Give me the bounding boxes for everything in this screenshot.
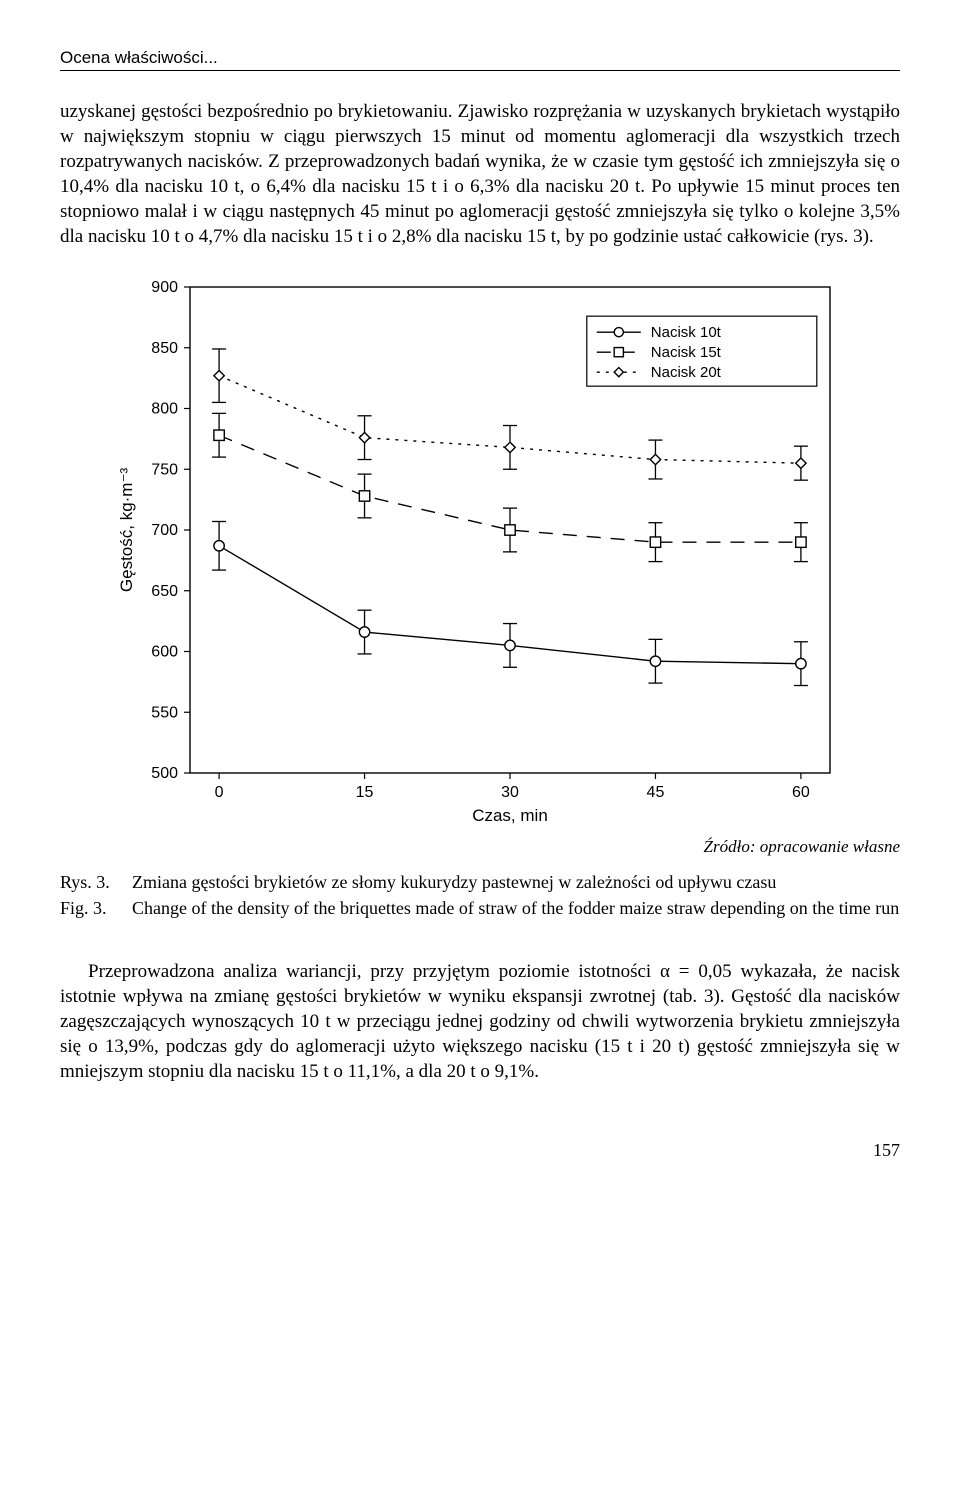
running-head: Ocena właściwości...	[60, 48, 900, 68]
caption-pl-label: Rys. 3.	[60, 871, 132, 895]
caption-en: Fig. 3. Change of the density of the bri…	[60, 897, 900, 921]
svg-text:500: 500	[151, 765, 178, 782]
caption-pl-text: Zmiana gęstości brykietów ze słomy kukur…	[132, 871, 900, 895]
svg-text:700: 700	[151, 522, 178, 539]
svg-text:Nacisk 10t: Nacisk 10t	[651, 325, 722, 342]
paragraph-2: Przeprowadzona analiza wariancji, przy p…	[60, 959, 900, 1084]
svg-text:Gęstość, kg·m⁻³: Gęstość, kg·m⁻³	[117, 468, 136, 593]
svg-text:15: 15	[356, 784, 374, 801]
svg-text:Nacisk 20t: Nacisk 20t	[651, 365, 722, 382]
svg-text:750: 750	[151, 462, 178, 479]
svg-text:45: 45	[647, 784, 665, 801]
caption-en-text: Change of the density of the briquettes …	[132, 897, 900, 921]
svg-text:Nacisk 15t: Nacisk 15t	[651, 345, 722, 362]
svg-text:650: 650	[151, 583, 178, 600]
svg-text:Czas, min: Czas, min	[472, 806, 548, 825]
svg-text:60: 60	[792, 784, 810, 801]
density-chart: 500 550 600 650 700 750 800 850 900 0 15 30 45 60 Czas…	[110, 271, 850, 831]
svg-text:0: 0	[215, 784, 224, 801]
svg-text:800: 800	[151, 401, 178, 418]
svg-text:900: 900	[151, 279, 178, 296]
paragraph-1: uzyskanej gęstości bezpośrednio po bryki…	[60, 99, 900, 249]
svg-text:550: 550	[151, 705, 178, 722]
svg-text:850: 850	[151, 340, 178, 357]
caption-en-label: Fig. 3.	[60, 897, 132, 921]
svg-text:600: 600	[151, 644, 178, 661]
page-number: 157	[60, 1140, 900, 1161]
caption-pl: Rys. 3. Zmiana gęstości brykietów ze sło…	[60, 871, 900, 895]
source-note: Źródło: opracowanie własne	[60, 837, 900, 857]
header-rule	[60, 70, 900, 71]
svg-text:30: 30	[501, 784, 519, 801]
